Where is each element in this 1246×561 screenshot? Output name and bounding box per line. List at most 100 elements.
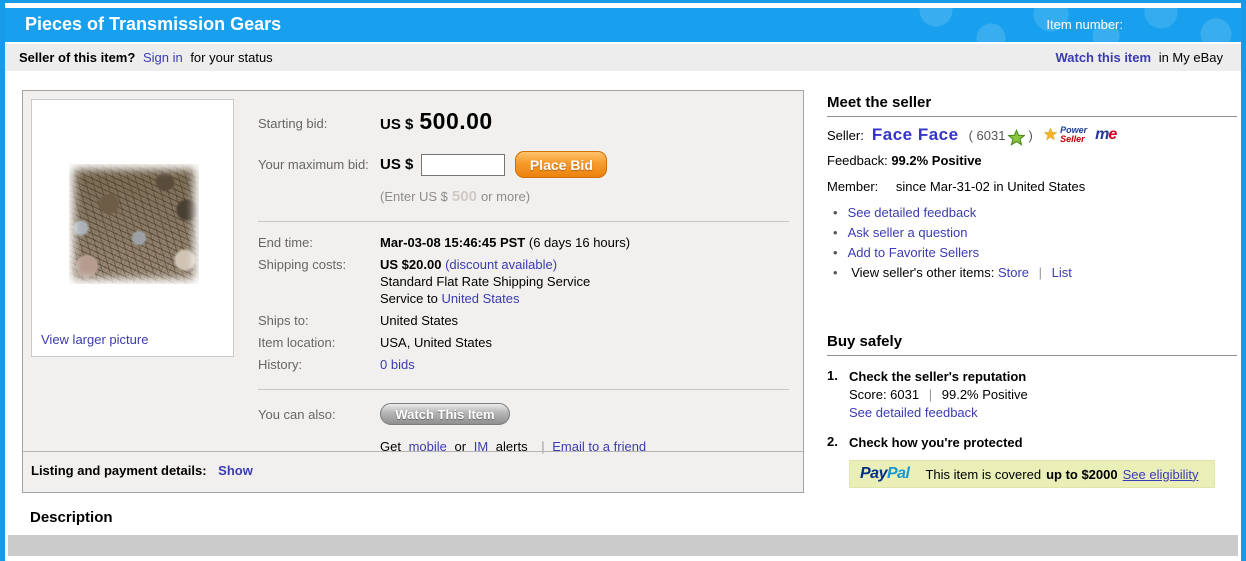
- bid-hint-suffix: or more): [480, 189, 531, 204]
- listing-details-row: Listing and payment details: Show: [23, 451, 803, 492]
- end-time-label: End time:: [258, 235, 313, 250]
- seller-name-link[interactable]: Face Face: [871, 125, 959, 144]
- alerts-get-text: Get: [380, 439, 401, 454]
- shipping-service-text: Standard Flat Rate Shipping Service: [380, 274, 591, 289]
- max-bid-input[interactable]: [421, 153, 506, 176]
- alerts-suffix-text: alerts: [495, 439, 528, 454]
- mobile-alerts-link[interactable]: mobile: [408, 439, 447, 454]
- see-eligibility-link[interactable]: See eligibility: [1122, 466, 1199, 482]
- history-row: History: 0 bids: [258, 356, 789, 373]
- feedback-star-icon[interactable]: [1008, 128, 1026, 146]
- paypal-coverage-amount: up to $2000: [1046, 466, 1118, 482]
- max-bid-label: Your maximum bid:: [258, 157, 369, 172]
- bid-hint-prefix: (Enter US $: [380, 189, 448, 204]
- bid-details-column: Starting bid: US $ 500.00 Your maximum bi…: [258, 103, 789, 454]
- seller-question-text: Seller of this item?: [19, 50, 136, 65]
- meet-the-seller-heading: Meet the seller: [827, 94, 1237, 117]
- listing-details-show-link[interactable]: Show: [218, 463, 253, 478]
- sign-in-link[interactable]: Sign in: [142, 50, 183, 65]
- bid-hint-amount: 500: [451, 188, 477, 205]
- view-larger-picture-link[interactable]: View larger picture: [41, 332, 149, 347]
- end-time-remaining: (6 days 16 hours): [528, 235, 631, 250]
- separator: |: [541, 439, 545, 454]
- rating-open-text: ( 6031: [968, 127, 1006, 143]
- buy-safely-heading: Buy safely: [827, 333, 1237, 356]
- ships-to-row: Ships to: United States: [258, 312, 789, 329]
- item-location-value: USA, United States: [380, 335, 492, 350]
- other-items-label: View seller's other items:: [851, 265, 995, 280]
- step2-title: Check how you're protected: [849, 435, 1023, 450]
- im-alerts-link[interactable]: IM: [473, 439, 489, 454]
- shipping-costs-label: Shipping costs:: [258, 257, 347, 272]
- service-to-prefix: Service to: [380, 291, 438, 306]
- starting-bid-row: Starting bid: US $ 500.00: [258, 110, 789, 134]
- shipping-amount: US $20.00: [380, 257, 442, 272]
- divider-line: [258, 389, 789, 390]
- step1-positive: 99.2% Positive: [941, 387, 1028, 402]
- starting-bid-label: Starting bid:: [258, 115, 328, 131]
- you-can-also-row: You can also: Watch This Item: [258, 403, 789, 425]
- end-time-value: Mar-03-08 15:46:45 PST (6 days 16 hours): [380, 234, 789, 251]
- item-location-label: Item location:: [258, 335, 336, 350]
- item-number-label: Item number:: [1046, 17, 1123, 32]
- listing-details-label: Listing and payment details:: [31, 463, 207, 478]
- ships-to-value: United States: [380, 313, 459, 328]
- watch-this-item-button[interactable]: Watch This Item: [380, 403, 510, 425]
- seller-status-prompt: Seller of this item? Sign in for your st…: [19, 50, 277, 65]
- list-link[interactable]: List: [1051, 265, 1072, 280]
- you-can-also-label: You can also:: [258, 406, 336, 422]
- store-link[interactable]: Store: [997, 265, 1030, 280]
- star-pattern-decoration: [911, 8, 1241, 42]
- bid-history-link[interactable]: 0 bids: [380, 357, 415, 372]
- description-heading: Description: [30, 509, 113, 526]
- end-time-datetime: Mar-03-08 15:46:45 PST: [380, 235, 526, 250]
- step-number: 1.: [827, 368, 838, 383]
- starting-bid-value: US $ 500.00: [380, 110, 789, 134]
- item-location-row: Item location: USA, United States: [258, 334, 789, 351]
- bid-hint: (Enter US $500 or more): [380, 188, 789, 205]
- currency-prefix: US $: [380, 116, 414, 133]
- discount-available-link[interactable]: (discount available): [445, 257, 558, 272]
- paypal-logo: PayPal: [860, 465, 910, 482]
- member-label: Member:: [827, 179, 879, 194]
- power-seller-icon[interactable]: ★ Power Seller: [1043, 125, 1087, 145]
- end-time-row: End time: Mar-03-08 15:46:45 PST (6 days…: [258, 234, 789, 251]
- power-seller-star-icon: ★: [1042, 125, 1059, 144]
- page-title-bar: Pieces of Transmission Gears Item number…: [5, 8, 1241, 42]
- list-item: Add to Favorite Sellers: [827, 243, 1237, 263]
- see-detailed-feedback-link[interactable]: See detailed feedback: [847, 205, 977, 220]
- list-item: View seller's other items: Store | List: [827, 263, 1237, 283]
- step1-title: Check the seller's reputation: [849, 369, 1027, 384]
- item-photo[interactable]: [69, 164, 199, 284]
- add-favorite-sellers-link[interactable]: Add to Favorite Sellers: [847, 245, 980, 260]
- place-bid-button[interactable]: Place Bid: [515, 151, 608, 178]
- feedback-row: Feedback: 99.2% Positive: [827, 151, 1237, 171]
- separator: |: [928, 387, 933, 402]
- buy-safely-step-1: 1. Check the seller's reputation Score: …: [827, 368, 1237, 422]
- see-detailed-feedback-link-2[interactable]: See detailed feedback: [849, 405, 978, 420]
- step1-score: Score: 6031: [849, 387, 920, 402]
- rating-close-text: ): [1028, 127, 1033, 143]
- page-title: Pieces of Transmission Gears: [25, 14, 282, 34]
- power-seller-text: Power Seller: [1060, 125, 1088, 144]
- service-to-country-link[interactable]: United States: [441, 291, 520, 306]
- watch-suffix-text: in My eBay: [1158, 50, 1223, 65]
- ask-seller-question-link[interactable]: Ask seller a question: [847, 225, 968, 240]
- item-info-rows: End time: Mar-03-08 15:46:45 PST (6 days…: [258, 234, 789, 373]
- seller-links-list: See detailed feedback Ask seller a quest…: [827, 203, 1237, 283]
- about-me-icon[interactable]: me: [1095, 126, 1117, 143]
- status-bar: Seller of this item? Sign in for your st…: [5, 44, 1241, 71]
- divider-line: [258, 221, 789, 222]
- item-photo-box: View larger picture: [31, 99, 234, 357]
- buy-safely-step-2: 2. Check how you're protected: [827, 434, 1237, 452]
- feedback-value: 99.2% Positive: [891, 153, 982, 168]
- watch-this-item-link[interactable]: Watch this item: [1055, 50, 1152, 65]
- list-item: Ask seller a question: [827, 223, 1237, 243]
- shipping-costs-value: US $20.00 (discount available) Standard …: [380, 256, 789, 307]
- ships-to-label: Ships to:: [258, 313, 309, 328]
- paypal-protection-box: PayPal This item is covered up to $2000 …: [849, 460, 1215, 488]
- email-to-friend-link[interactable]: Email to a friend: [552, 439, 647, 454]
- starting-bid-amount: 500.00: [419, 108, 493, 134]
- seller-label: Seller:: [827, 127, 864, 143]
